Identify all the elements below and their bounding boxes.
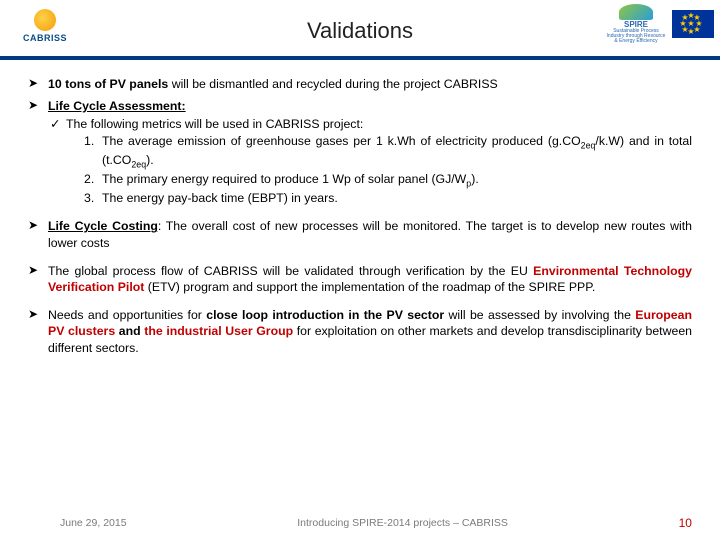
slide: CABRISS Validations SPIRE Sustainable Pr… bbox=[0, 0, 720, 540]
b5red2: the industrial User Group bbox=[144, 324, 293, 338]
header: CABRISS Validations SPIRE Sustainable Pr… bbox=[0, 0, 720, 56]
b21s2: 2eq bbox=[131, 159, 146, 169]
b22b: ). bbox=[471, 172, 479, 186]
bullet-1-text: will be dismantled and recycled during t… bbox=[168, 77, 497, 91]
b21c: ). bbox=[146, 153, 154, 167]
page-title: Validations bbox=[307, 12, 413, 44]
bullet-2-item-2: 2. The primary energy required to produce… bbox=[66, 171, 692, 190]
b5c: and bbox=[115, 324, 144, 338]
bullet-2-item-3: 3. The energy pay-back time (EBPT) in yea… bbox=[66, 190, 692, 206]
bullet-list: 10 tons of PV panels will be dismantled … bbox=[28, 76, 692, 356]
bullet-2: Life Cycle Assessment: The following met… bbox=[28, 98, 692, 206]
b4a: The global process flow of CABRISS will … bbox=[48, 264, 533, 278]
header-rule bbox=[0, 56, 720, 60]
bullet-2-intro: The following metrics will be used in CA… bbox=[48, 116, 692, 206]
bullet-2-intro-text: The following metrics will be used in CA… bbox=[66, 117, 363, 131]
b5a: Needs and opportunities for bbox=[48, 308, 206, 322]
bullet-2-item-1: 1. The average emission of greenhouse gas… bbox=[66, 133, 692, 171]
num-1: 1. bbox=[84, 133, 94, 149]
footer-date: June 29, 2015 bbox=[60, 517, 127, 529]
logo-spire: SPIRE Sustainable Process Industry throu… bbox=[606, 4, 666, 44]
bullet-5: Needs and opportunities for close loop i… bbox=[28, 307, 692, 356]
b4b: (ETV) program and support the implementa… bbox=[144, 280, 595, 294]
bullet-3: Life Cycle Costing: The overall cost of … bbox=[28, 218, 692, 250]
footer-page: 10 bbox=[679, 516, 692, 530]
bullet-3-text: Life Cycle Costing: The overall cost of … bbox=[48, 219, 692, 249]
logo-right-group: SPIRE Sustainable Process Industry throu… bbox=[606, 4, 714, 44]
b22a: The primary energy required to produce 1… bbox=[102, 172, 466, 186]
b5b: will be assessed by involving the bbox=[444, 308, 635, 322]
b21s1: 2eq bbox=[581, 140, 596, 150]
b5bold1: close loop introduction in the PV sector bbox=[206, 308, 444, 322]
content: 10 tons of PV panels will be dismantled … bbox=[0, 70, 720, 368]
logo-cabriss-text: CABRISS bbox=[23, 33, 67, 43]
b21a: The average emission of greenhouse gases… bbox=[102, 134, 581, 148]
bullet-1-bold: 10 tons of PV panels bbox=[48, 77, 168, 91]
spire-swirl-icon bbox=[619, 4, 653, 20]
bullet-3-head: Life Cycle Costing bbox=[48, 219, 158, 233]
bullet-2-numbered: 1. The average emission of greenhouse gas… bbox=[66, 133, 692, 207]
spire-sub: Sustainable Process Industry through Res… bbox=[606, 29, 666, 44]
bullet-2-sublist: The following metrics will be used in CA… bbox=[48, 116, 692, 206]
bullet-2-head: Life Cycle Assessment: bbox=[48, 99, 186, 113]
eu-flag-icon bbox=[672, 10, 714, 38]
sun-icon bbox=[34, 9, 56, 31]
num-2: 2. bbox=[84, 171, 94, 187]
logo-cabriss: CABRISS bbox=[8, 2, 82, 50]
footer-center: Introducing SPIRE-2014 projects – CABRIS… bbox=[297, 517, 508, 529]
footer: June 29, 2015 Introducing SPIRE-2014 pro… bbox=[0, 516, 720, 530]
num-3: 3. bbox=[84, 190, 94, 206]
bullet-4: The global process flow of CABRISS will … bbox=[28, 263, 692, 295]
b23: The energy pay-back time (EBPT) in years… bbox=[102, 191, 338, 205]
bullet-1: 10 tons of PV panels will be dismantled … bbox=[28, 76, 692, 92]
